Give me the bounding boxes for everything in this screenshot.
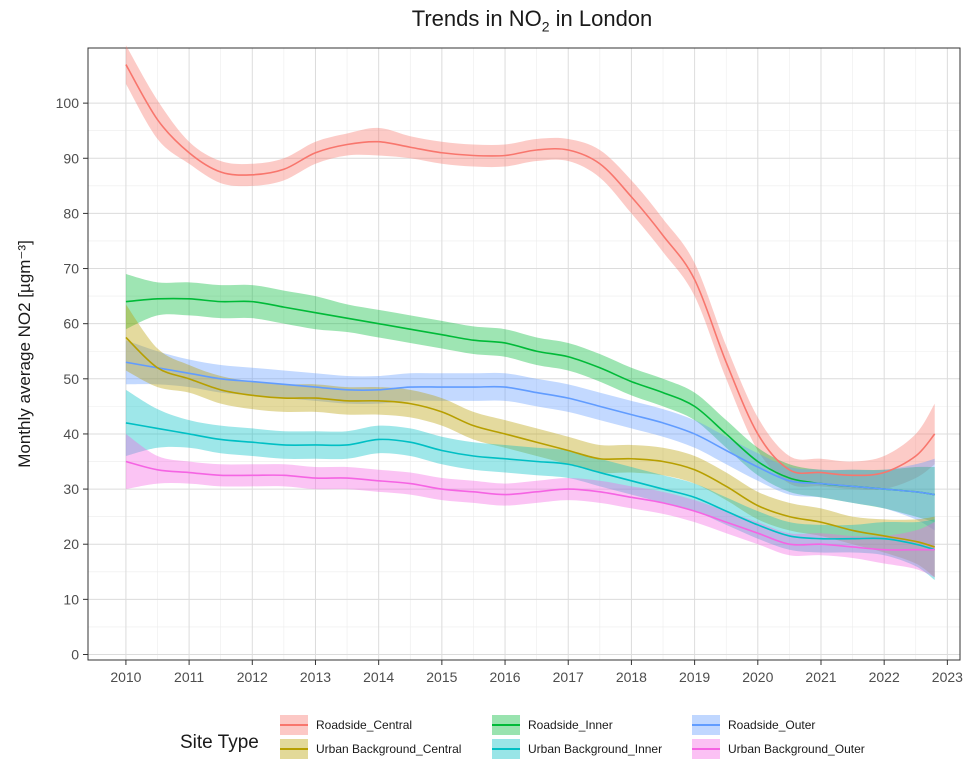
legend-item: Roadside_Inner bbox=[492, 714, 613, 736]
x-axis: 2010 2011 2012 2013 2014 2015 2016 2017 2018 2019… bbox=[110, 660, 963, 685]
legend-label: Urban Background_Central bbox=[316, 742, 462, 756]
legend-label: Roadside_Inner bbox=[528, 718, 613, 732]
confidence-bands bbox=[125, 45, 935, 581]
y-tick-label: 50 bbox=[63, 371, 79, 387]
x-tick-label: 2018 bbox=[616, 669, 647, 685]
x-tick-label: 2014 bbox=[363, 669, 394, 685]
x-tick-label: 2023 bbox=[932, 669, 963, 685]
y-tick-label: 10 bbox=[63, 591, 79, 607]
x-tick-label: 2017 bbox=[553, 669, 584, 685]
legend-item: Urban Background_Outer bbox=[692, 738, 865, 760]
legend-key bbox=[280, 715, 308, 735]
legend: Site Type Roadside_Central Roadside_Inner… bbox=[180, 712, 940, 768]
legend-title: Site Type bbox=[180, 732, 259, 753]
x-tick-label: 2020 bbox=[742, 669, 773, 685]
x-tick-label: 2013 bbox=[300, 669, 331, 685]
legend-label: Urban Background_Outer bbox=[728, 742, 865, 756]
line-urban-background-inner bbox=[125, 422, 935, 551]
band-roadside-central bbox=[125, 45, 935, 491]
band-roadside-inner bbox=[125, 274, 935, 523]
y-axis-label: Monthly average NO2 [µgm⁻³] bbox=[15, 240, 34, 468]
band-urban-background-inner bbox=[125, 389, 935, 581]
y-tick-label: 30 bbox=[63, 481, 79, 497]
grid-major bbox=[88, 48, 960, 660]
legend-item: Urban Background_Inner bbox=[492, 738, 662, 760]
y-tick-label: 80 bbox=[63, 205, 79, 221]
x-tick-label: 2015 bbox=[426, 669, 457, 685]
x-tick-label: 2019 bbox=[679, 669, 710, 685]
legend-label: Roadside_Outer bbox=[728, 718, 816, 732]
legend-key bbox=[692, 739, 720, 759]
x-tick-label: 2010 bbox=[110, 669, 141, 685]
y-tick-label: 40 bbox=[63, 426, 79, 442]
x-tick-label: 2021 bbox=[805, 669, 836, 685]
y-tick-label: 60 bbox=[63, 316, 79, 332]
x-tick-label: 2016 bbox=[489, 669, 520, 685]
legend-item: Roadside_Central bbox=[280, 714, 412, 736]
y-tick-label: 90 bbox=[63, 150, 79, 166]
legend-key bbox=[280, 739, 308, 759]
line-roadside-central bbox=[125, 64, 936, 477]
line-urban-background-outer bbox=[125, 460, 935, 551]
y-tick-label: 0 bbox=[71, 646, 79, 662]
legend-key bbox=[692, 715, 720, 735]
legend-item: Urban Background_Central bbox=[280, 738, 461, 760]
legend-item: Roadside_Outer bbox=[692, 714, 815, 736]
x-tick-label: 2012 bbox=[237, 669, 268, 685]
legend-label: Urban Background_Inner bbox=[528, 742, 663, 756]
y-tick-label: 20 bbox=[63, 536, 79, 552]
y-tick-label: 100 bbox=[56, 95, 80, 111]
y-axis: 0 10 20 30 40 50 60 70 80 90 100 bbox=[56, 95, 88, 662]
legend-key bbox=[492, 739, 520, 759]
legend-key bbox=[492, 715, 520, 735]
x-tick-label: 2011 bbox=[174, 669, 204, 685]
x-tick-label: 2022 bbox=[869, 669, 900, 685]
plot-panel-border bbox=[87, 47, 961, 661]
line-roadside-outer bbox=[125, 361, 935, 496]
line-urban-background-central bbox=[125, 336, 935, 548]
y-tick-label: 70 bbox=[63, 261, 79, 277]
legend-label: Roadside_Central bbox=[316, 718, 413, 732]
band-urban-background-outer bbox=[125, 433, 935, 578]
trend-lines bbox=[125, 64, 936, 551]
chart-title: Trends in NO2 in London bbox=[411, 6, 653, 35]
